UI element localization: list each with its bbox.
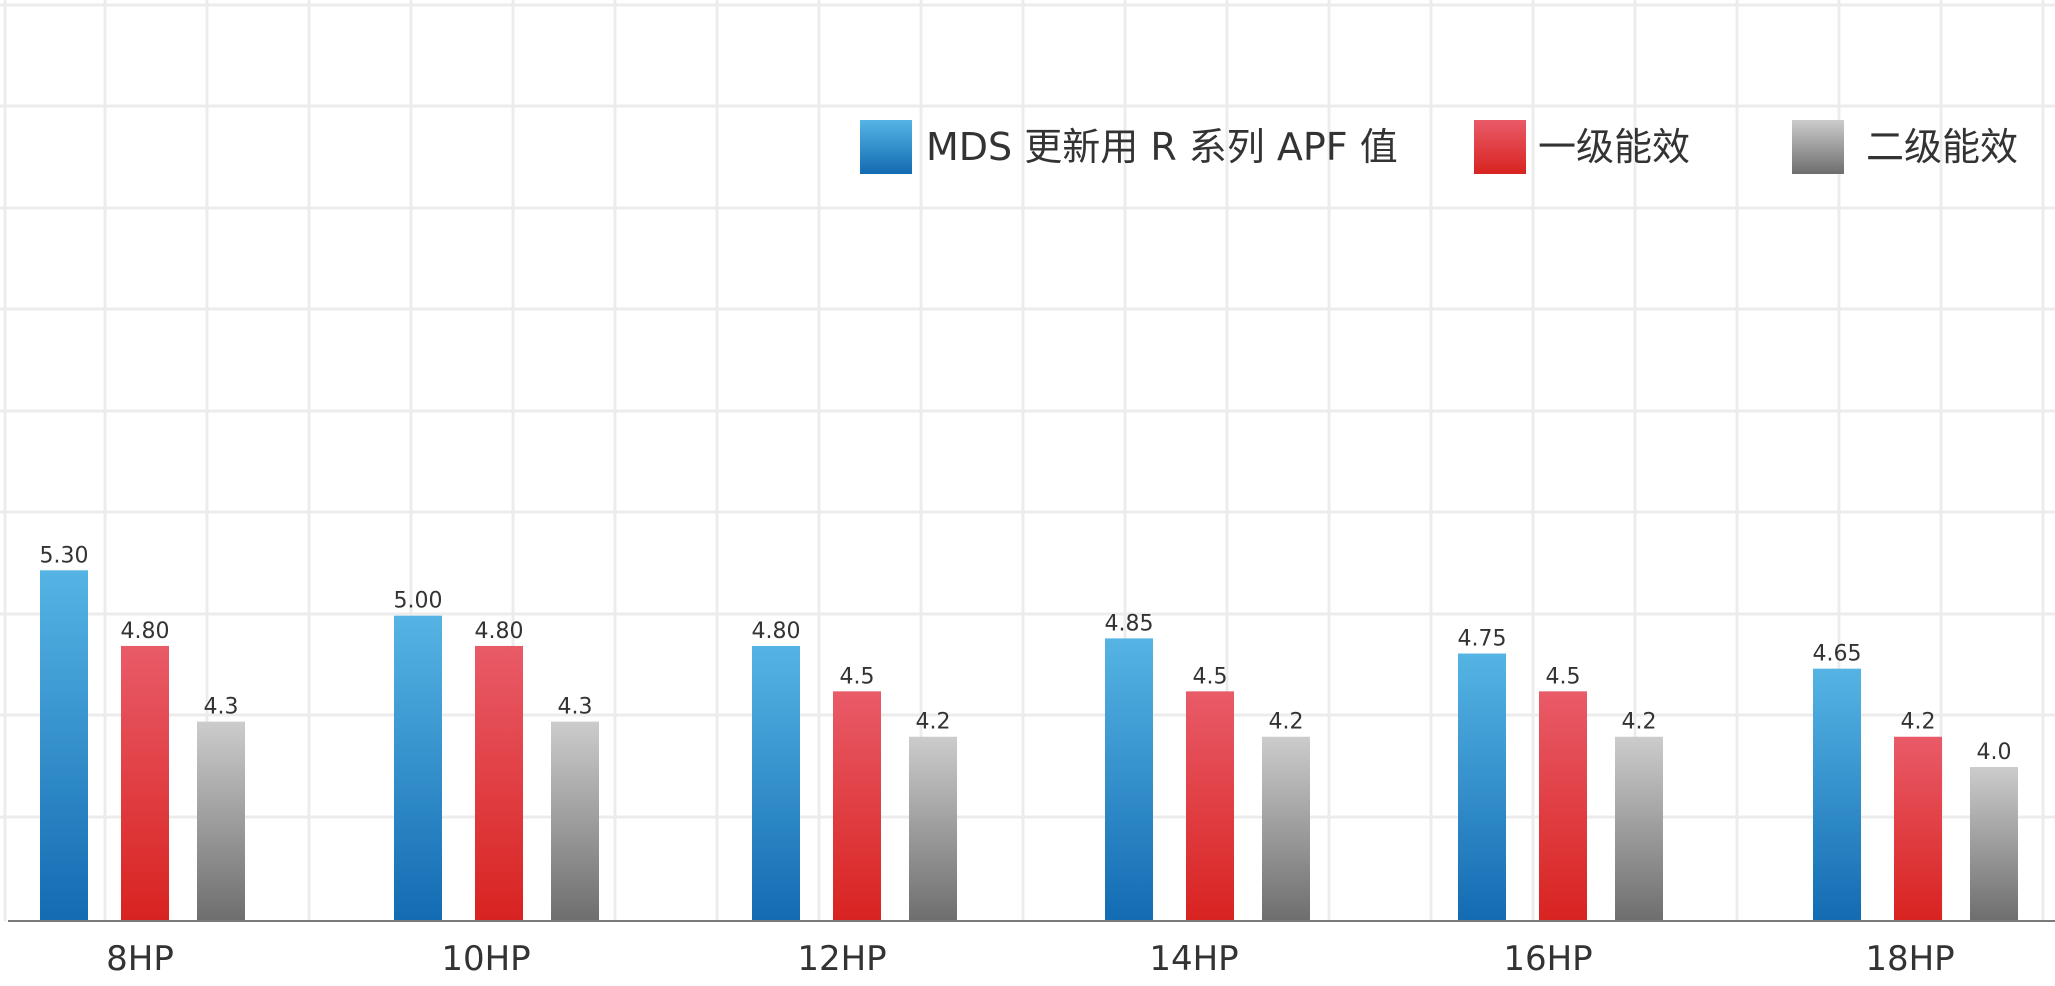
bar-18hp-series-1 <box>1894 736 1942 921</box>
bar-14hp-series-1 <box>1186 691 1234 921</box>
bar-18hp-series-2 <box>1970 767 2018 921</box>
data-label-12hp-series-1: 4.5 <box>840 664 875 689</box>
data-label-18hp-series-0: 4.65 <box>1813 642 1862 667</box>
legend-label-series-0: MDS 更新用 R 系列 APF 值 <box>926 125 1398 169</box>
bar-8hp-series-0 <box>40 570 88 921</box>
data-label-14hp-series-0: 4.85 <box>1105 611 1154 636</box>
data-label-10hp-series-0: 5.00 <box>394 589 443 614</box>
legend-swatch-series-0 <box>860 120 912 174</box>
data-labels: 5.30 4.80 4.3 5.00 4.80 4.3 4.80 4.5 4.2 4.85 4.5 4… <box>40 543 2012 765</box>
x-tick-label-8hp: 8HP <box>106 939 174 979</box>
legend: MDS 更新用 R 系列 APF 值 一级能效 二级能效 <box>860 120 2018 174</box>
bar-14hp-series-0 <box>1105 638 1153 921</box>
legend-label-series-1: 一级能效 <box>1538 125 1690 169</box>
data-label-12hp-series-2: 4.2 <box>916 710 951 735</box>
bar-10hp-series-1 <box>475 645 523 921</box>
data-label-12hp-series-0: 4.80 <box>752 619 801 644</box>
legend-item-series-0: MDS 更新用 R 系列 APF 值 <box>860 120 1398 174</box>
x-tick-labels: 8HP 10HP 12HP 14HP 16HP 18HP <box>106 939 1955 979</box>
data-label-10hp-series-1: 4.80 <box>475 619 524 644</box>
legend-item-series-1: 一级能效 <box>1474 120 1690 174</box>
data-label-18hp-series-1: 4.2 <box>1901 710 1936 735</box>
legend-item-series-2: 二级能效 <box>1792 120 2018 174</box>
data-label-18hp-series-2: 4.0 <box>1977 740 2012 765</box>
bar-8hp-series-2 <box>197 721 245 921</box>
legend-swatch-series-1 <box>1474 120 1526 174</box>
x-tick-label-12hp: 12HP <box>797 939 886 979</box>
data-label-8hp-series-2: 4.3 <box>204 695 239 720</box>
legend-swatch-series-2 <box>1792 120 1844 174</box>
bar-18hp-series-0 <box>1813 668 1861 921</box>
bar-16hp-series-2 <box>1615 736 1663 921</box>
bars <box>40 570 2018 921</box>
x-tick-label-14hp: 14HP <box>1149 939 1238 979</box>
data-label-16hp-series-1: 4.5 <box>1546 664 1581 689</box>
data-label-14hp-series-1: 4.5 <box>1193 664 1228 689</box>
data-label-14hp-series-2: 4.2 <box>1269 710 1304 735</box>
data-label-16hp-series-0: 4.75 <box>1458 627 1507 652</box>
bar-14hp-series-2 <box>1262 736 1310 921</box>
bar-8hp-series-1 <box>121 645 169 921</box>
bar-12hp-series-2 <box>909 736 957 921</box>
data-label-16hp-series-2: 4.2 <box>1622 710 1657 735</box>
x-tick-label-18hp: 18HP <box>1865 939 1954 979</box>
x-tick-label-16hp: 16HP <box>1503 939 1592 979</box>
bar-10hp-series-0 <box>394 615 442 921</box>
x-tick-label-10hp: 10HP <box>441 939 530 979</box>
bar-12hp-series-0 <box>752 645 800 921</box>
bar-10hp-series-2 <box>551 721 599 921</box>
bar-16hp-series-0 <box>1458 653 1506 921</box>
legend-label-series-2: 二级能效 <box>1866 125 2018 169</box>
bar-12hp-series-1 <box>833 691 881 921</box>
bar-16hp-series-1 <box>1539 691 1587 921</box>
data-label-8hp-series-1: 4.80 <box>121 619 170 644</box>
data-label-8hp-series-0: 5.30 <box>40 543 89 568</box>
data-label-10hp-series-2: 4.3 <box>558 695 593 720</box>
